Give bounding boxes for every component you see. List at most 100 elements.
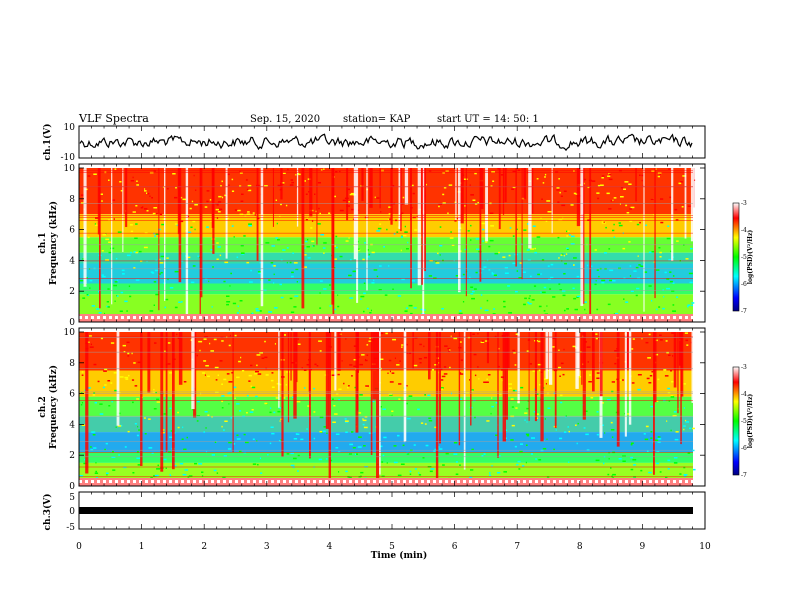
spectrogram-lowfreq-dot <box>415 480 418 483</box>
spectrogram-speckle <box>285 204 288 207</box>
spectrogram-speckle <box>108 179 110 181</box>
spectrogram-speckle <box>673 457 678 459</box>
spectrogram-streak <box>582 332 586 420</box>
spectrogram-lowfreq-dot <box>325 480 328 483</box>
spectrogram-speckle <box>685 421 689 423</box>
spectrogram-speckle <box>366 256 370 258</box>
spectrogram-speckle <box>608 173 612 176</box>
spectrogram-streak <box>545 332 549 379</box>
spectrogram-streak <box>551 168 553 234</box>
spectrogram-speckle <box>601 177 604 179</box>
ytick-label: 10 <box>64 328 76 338</box>
spectrogram-speckle <box>586 264 589 267</box>
ch1-spectrogram-ylabel-channel: ch.1 <box>38 232 48 253</box>
spectrogram-speckle <box>381 461 384 463</box>
spectrogram-speckle <box>126 341 130 344</box>
spectrogram-lowfreq-dot <box>253 480 256 483</box>
spectrogram-speckle <box>196 400 200 403</box>
spectrogram-speckle <box>533 285 537 287</box>
spectrogram-speckle <box>174 306 178 309</box>
spectrogram-speckle <box>98 312 102 314</box>
spectrogram-speckle <box>111 199 116 201</box>
spectrogram-speckle <box>318 340 322 342</box>
spectrogram-streak <box>293 332 297 419</box>
spectrogram-speckle <box>419 362 422 364</box>
spectrogram-speckle <box>259 457 261 459</box>
spectrogram-speckle <box>179 220 184 223</box>
spectrogram-speckle <box>423 356 428 359</box>
spectrogram-lowfreq-dot <box>679 480 682 483</box>
spectrogram-speckle <box>86 293 89 296</box>
spectrogram-speckle <box>391 410 394 412</box>
spectrogram-speckle <box>552 346 555 348</box>
spectrogram-speckle <box>440 387 444 389</box>
spectrogram-speckle <box>385 332 388 335</box>
spectrogram-speckle <box>608 178 613 181</box>
spectrogram-speckle <box>320 169 323 171</box>
spectrogram-speckle <box>541 291 546 294</box>
spectrogram-streak <box>673 332 677 388</box>
spectrogram-speckle <box>378 289 382 291</box>
spectrogram-speckle <box>527 400 530 402</box>
spectrogram-streak <box>400 168 402 232</box>
spectrogram-speckle <box>348 274 352 277</box>
spectrogram-speckle <box>489 239 494 242</box>
spectrogram-streak <box>83 168 87 287</box>
spectrogram-tone-line <box>79 391 693 393</box>
spectrogram-speckle <box>315 210 317 213</box>
spectrogram-speckle <box>111 456 116 458</box>
spectrogram-speckle <box>120 291 124 294</box>
spectrogram-speckle <box>169 287 174 289</box>
ch2-colorbar-tick: -5 <box>741 418 747 425</box>
spectrogram-speckle <box>439 254 441 256</box>
spectrogram-speckle <box>441 388 443 390</box>
spectrogram-speckle <box>510 439 514 441</box>
spectrogram-streak <box>576 168 581 227</box>
spectrogram-speckle <box>206 226 209 228</box>
spectrogram-speckle <box>154 235 157 237</box>
spectrogram-speckle <box>201 471 204 473</box>
spectrogram-speckle <box>355 453 357 456</box>
spectrogram-speckle <box>155 391 157 394</box>
spectrogram-speckle <box>650 437 653 439</box>
spectrogram-speckle <box>627 413 631 415</box>
spectrogram-speckle <box>300 438 304 441</box>
spectrogram-tone-line <box>79 400 693 401</box>
ch1-waveform-ylabel: ch.1(V) <box>42 124 53 161</box>
spectrogram-speckle <box>323 426 327 428</box>
spectrogram-speckle <box>693 468 696 471</box>
spectrogram-speckle <box>379 332 384 335</box>
spectrogram-speckle <box>119 376 124 378</box>
spectrogram-speckle <box>227 448 232 450</box>
spectrogram-speckle <box>427 394 431 397</box>
spectrogram-speckle <box>401 235 403 237</box>
spectrogram-speckle <box>240 200 244 202</box>
spectrogram-speckle <box>566 247 569 250</box>
spectrogram-speckle <box>222 476 226 478</box>
spectrogram-speckle <box>282 172 286 174</box>
spectrogram-lowfreq-dot <box>397 316 400 319</box>
spectrogram-speckle <box>79 475 84 477</box>
spectrogram-speckle <box>257 271 261 273</box>
spectrogram-speckle <box>360 295 365 298</box>
spectrogram-speckle <box>508 312 512 314</box>
spectrogram-speckle <box>144 190 147 192</box>
ytick-label: 6 <box>69 390 75 400</box>
spectrogram-speckle <box>544 418 546 420</box>
spectrogram-speckle <box>105 238 110 241</box>
spectrogram-speckle <box>565 253 568 255</box>
spectrogram-speckle <box>686 344 689 346</box>
spectrogram-lowfreq-dot <box>439 480 442 483</box>
spectrogram-speckle <box>269 407 272 409</box>
spectrogram-speckle <box>80 194 84 196</box>
spectrogram-speckle <box>576 442 578 445</box>
spectrogram-speckle <box>530 453 533 455</box>
spectrogram-speckle <box>150 271 154 273</box>
spectrogram-speckle <box>404 231 407 233</box>
spectrogram-lowfreq-dot <box>583 316 586 319</box>
ch2-colorbar-tick: -7 <box>741 472 747 479</box>
spectrogram-speckle <box>537 340 541 343</box>
spectrogram-speckle <box>297 338 299 340</box>
spectrogram-speckle <box>657 436 661 438</box>
spectrogram-speckle <box>339 255 343 258</box>
